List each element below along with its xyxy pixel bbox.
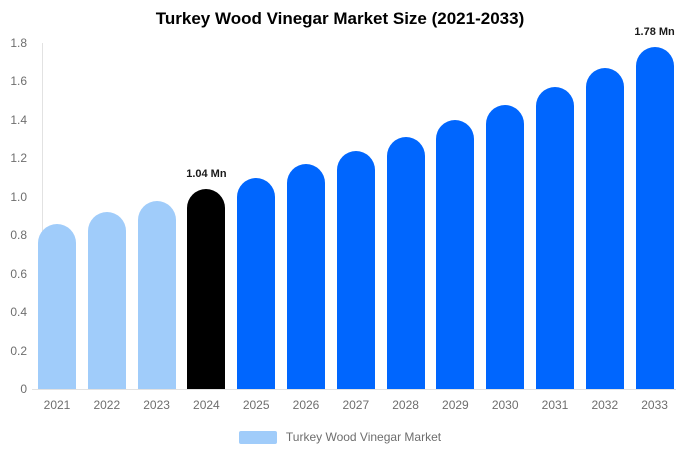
bar-2025[interactable]	[237, 177, 276, 389]
y-tick-1.6: 1.6	[10, 74, 27, 89]
bar-2024[interactable]	[187, 189, 226, 389]
y-tick-0: 0	[20, 382, 27, 396]
x-label-2030: 2030	[491, 398, 519, 412]
annotation-2033: 1.78 Mn	[634, 25, 675, 38]
bar-2030[interactable]	[486, 104, 525, 389]
x-label-2021: 2021	[43, 398, 71, 412]
bar-2022[interactable]	[87, 212, 126, 389]
x-label-2022: 2022	[93, 398, 121, 412]
x-label-2023: 2023	[143, 398, 170, 412]
y-tick-1.0: 1.0	[10, 189, 27, 204]
bar-2028[interactable]	[386, 137, 425, 389]
bar-2021[interactable]	[38, 223, 76, 389]
x-label-2024: 2024	[193, 398, 220, 412]
bar-2031[interactable]	[536, 87, 574, 389]
legend[interactable]: Turkey Wood Vinegar Market	[0, 429, 680, 445]
x-label-2027: 2027	[342, 398, 370, 412]
y-tick-0.6: 0.6	[10, 266, 27, 281]
x-label-2033: 2033	[641, 398, 668, 412]
x-label-2029: 2029	[442, 398, 469, 412]
y-tick-1.4: 1.4	[10, 112, 27, 127]
y-tick-0.8: 0.8	[10, 228, 27, 243]
x-label-2026: 2026	[292, 398, 320, 412]
bar-2029[interactable]	[436, 119, 475, 389]
x-label-2031: 2031	[541, 398, 569, 412]
x-label-2032: 2032	[591, 398, 619, 412]
bar-2023[interactable]	[137, 200, 176, 389]
chart-title: Turkey Wood Vinegar Market Size (2021-20…	[155, 9, 525, 28]
legend-swatch	[238, 430, 277, 444]
y-tick-1.2: 1.2	[10, 151, 27, 166]
annotation-2024: 1.04 Mn	[186, 168, 227, 181]
x-label-2028: 2028	[392, 398, 419, 412]
x-label-2025: 2025	[242, 398, 270, 412]
y-tick-0.4: 0.4	[10, 305, 27, 320]
bar-2027[interactable]	[336, 150, 375, 389]
legend-label: Turkey Wood Vinegar Market	[285, 430, 442, 444]
x-axis-line	[32, 389, 676, 390]
bar-2032[interactable]	[585, 67, 624, 389]
bar-2033[interactable]	[635, 46, 674, 389]
y-axis-line	[42, 43, 43, 390]
y-tick-0.2: 0.2	[10, 343, 27, 358]
y-tick-1.8: 1.8	[10, 36, 27, 50]
bar-2026[interactable]	[287, 164, 325, 389]
